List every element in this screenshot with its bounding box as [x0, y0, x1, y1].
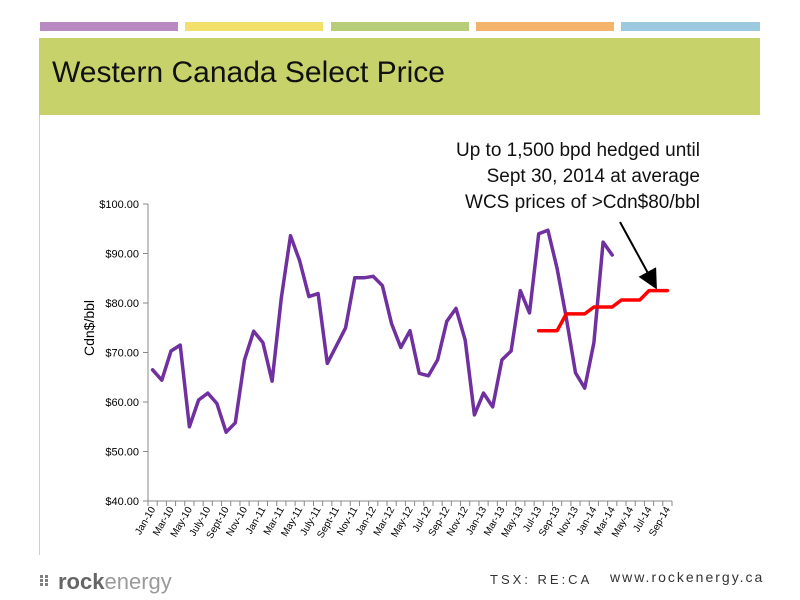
top-bar-segment-2	[185, 22, 323, 31]
annotation-line-1: Up to 1,500 bpd hedged until	[455, 140, 700, 161]
y-axis-label: Cdn$/bbl	[81, 300, 97, 356]
header-band	[39, 38, 760, 115]
annotation-line-3: WCS prices of >Cdn$80/bbl	[465, 192, 700, 213]
chart-series	[150, 228, 670, 434]
top-bar-segment-5	[621, 22, 760, 31]
top-bar-segment-1	[40, 22, 178, 31]
y-tick-label: $60.00	[105, 397, 139, 409]
annotation-line-2: Sept 30, 2014 at average	[486, 166, 700, 187]
y-tick-label: $100.00	[99, 199, 139, 211]
y-tick-label: $70.00	[105, 348, 139, 360]
website-url: www.rockenergy.ca	[610, 569, 765, 585]
rock-logo-icon	[40, 575, 48, 586]
series-line-1	[150, 228, 614, 434]
y-tick-label: $80.00	[105, 298, 139, 310]
hedge-annotation: Up to 1,500 bpd hedged until Sept 30, 20…	[400, 138, 700, 216]
slide-title: Western Canada Select Price	[52, 56, 445, 89]
frame-divider	[39, 115, 40, 555]
top-bar-segment-3	[331, 22, 469, 31]
logo-text-rock: rock	[58, 569, 105, 594]
ticker-symbol: TSX: RE:CA	[490, 572, 593, 587]
y-tick-label: $40.00	[105, 496, 139, 508]
annotation-arrow	[619, 221, 657, 290]
y-tick-label: $90.00	[105, 249, 139, 261]
y-tick-label: $50.00	[105, 447, 139, 459]
series-line-2	[536, 288, 670, 333]
logo-text-energy: energy	[104, 569, 172, 594]
top-bar-segment-4	[476, 22, 614, 31]
